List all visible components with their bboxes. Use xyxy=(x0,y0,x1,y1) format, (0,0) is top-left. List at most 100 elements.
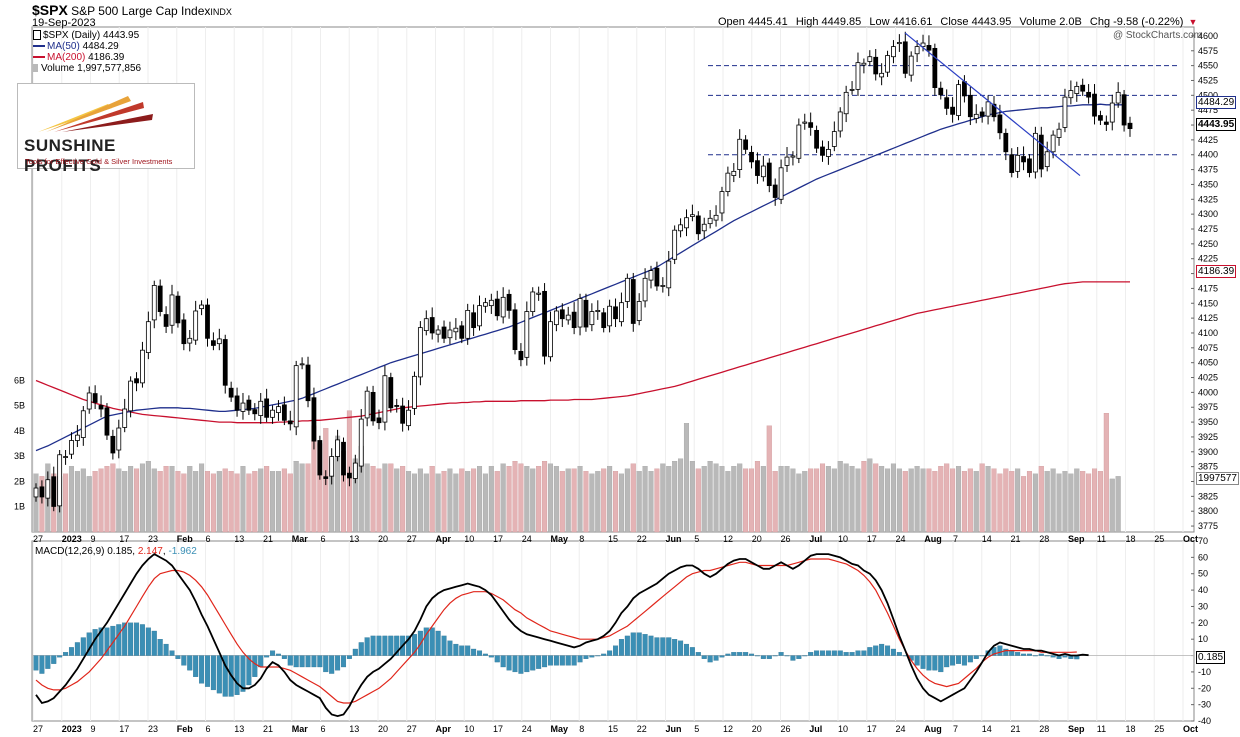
candle-body xyxy=(879,72,885,78)
x-tick-label: 11 xyxy=(1097,724,1106,734)
volume-bar xyxy=(672,461,678,533)
volume-bar xyxy=(796,473,802,533)
volume-bar xyxy=(831,468,837,533)
macd-histogram-bar xyxy=(997,645,1003,656)
macd-histogram-bar xyxy=(571,655,577,666)
macd-histogram-bar xyxy=(500,655,506,668)
x-tick-label: Aug xyxy=(924,534,942,544)
macd-histogram-bar xyxy=(116,624,122,656)
macd-histogram-bar xyxy=(1032,655,1038,657)
low-value: 4416.61 xyxy=(892,16,933,28)
x-tick-label: 13 xyxy=(349,534,359,544)
x-tick-label: Sep xyxy=(1068,724,1085,734)
candle-body xyxy=(370,391,376,422)
volume-bar xyxy=(482,473,488,533)
macd-tick-label: -20 xyxy=(1198,683,1211,693)
candle-body xyxy=(695,215,701,235)
candle-body xyxy=(222,339,228,386)
candle-body xyxy=(690,214,695,217)
macd-histogram-bar xyxy=(358,642,364,656)
x-tick-label: Apr xyxy=(436,724,452,734)
candle-body xyxy=(613,306,618,320)
volume-bar xyxy=(151,468,157,533)
ma200-line xyxy=(35,281,1130,424)
macd-histogram-bar xyxy=(488,655,494,658)
macd-histogram-bar xyxy=(855,650,861,656)
macd-histogram-bar xyxy=(258,655,264,668)
candle-body xyxy=(962,81,967,97)
candle-body xyxy=(654,267,660,287)
macd-histogram-bar xyxy=(1009,650,1015,656)
volume-bar xyxy=(689,461,695,533)
volume-bar xyxy=(488,466,494,533)
volume-badge: 1997577 xyxy=(1196,472,1239,485)
candle-body xyxy=(595,309,601,312)
volume-bar xyxy=(1038,466,1044,533)
high-value: 4449.85 xyxy=(821,16,862,28)
macd-histogram-bar xyxy=(275,653,281,656)
candle-body xyxy=(938,87,944,96)
copyright: @ StockCharts.com xyxy=(1112,30,1202,41)
volume-bar xyxy=(86,476,92,533)
macd-histogram-bar xyxy=(950,655,956,666)
ma50-line xyxy=(35,103,1125,452)
candle-body xyxy=(548,321,553,358)
macd-histogram-bar xyxy=(352,648,358,656)
x-tick-label: 20 xyxy=(752,724,762,734)
volume-bar xyxy=(63,473,69,533)
price-tick-label: 3825 xyxy=(1198,491,1218,501)
volume-bar xyxy=(577,466,583,533)
candle-body xyxy=(577,298,583,328)
price-tick-label: 4150 xyxy=(1198,298,1218,308)
macd-histogram-bar xyxy=(601,653,607,656)
macd-label: MACD(12,26,9) xyxy=(35,546,105,557)
macd-histogram-bar xyxy=(595,655,601,657)
candle-body xyxy=(826,148,831,157)
volume-bar xyxy=(843,463,849,533)
macd-tick-label: -10 xyxy=(1198,667,1211,677)
volume-bar xyxy=(246,473,252,533)
macd-tick-label: 50 xyxy=(1198,569,1208,579)
macd-histogram-bar xyxy=(394,635,400,656)
x-tick-label: 25 xyxy=(1154,534,1164,544)
macd-histogram-bar xyxy=(825,650,831,656)
candle-body xyxy=(1062,96,1068,128)
volume-bar xyxy=(204,471,211,533)
macd-histogram-bar xyxy=(524,655,530,673)
macd-histogram-bar xyxy=(406,635,412,656)
x-tick-label: 21 xyxy=(263,534,273,544)
volume-bar xyxy=(234,473,240,533)
volume-bar xyxy=(252,471,258,533)
macd-histogram-bar xyxy=(944,655,950,668)
macd-histogram-bar xyxy=(264,655,270,658)
volume-bar xyxy=(157,471,163,533)
volume-bar xyxy=(181,473,187,533)
candle-body xyxy=(583,299,589,328)
macd-histogram-bar xyxy=(39,655,45,674)
candle-body xyxy=(808,122,814,128)
volume-bar xyxy=(1062,471,1068,533)
candle-body xyxy=(542,290,547,357)
candle-body xyxy=(766,162,772,187)
candle-body xyxy=(429,317,435,334)
macd-histogram-bar xyxy=(749,653,755,656)
x-tick-label: 2023 xyxy=(62,534,82,544)
candle-body xyxy=(347,472,352,479)
macd-signal-line xyxy=(35,558,1077,704)
macd-histogram-bar xyxy=(459,645,465,656)
x-tick-label: 5 xyxy=(694,534,699,544)
legend-ma200: MA(200) 4186.39 xyxy=(33,52,124,63)
x-tick-label: Jun xyxy=(666,724,682,734)
macd-signal-value: 2.147 xyxy=(137,546,163,557)
x-tick-label: May xyxy=(551,534,569,544)
candle-body xyxy=(630,279,636,324)
macd-histogram-bar xyxy=(494,655,500,663)
candle-body xyxy=(530,291,536,312)
volume-bar xyxy=(429,466,435,533)
macd-histogram-bar xyxy=(689,647,695,656)
candle-body xyxy=(104,407,110,436)
candle-body xyxy=(74,434,80,441)
volume-label: Volume xyxy=(1019,16,1057,28)
candle-body xyxy=(352,462,358,479)
macd-histogram-bar xyxy=(725,653,731,656)
